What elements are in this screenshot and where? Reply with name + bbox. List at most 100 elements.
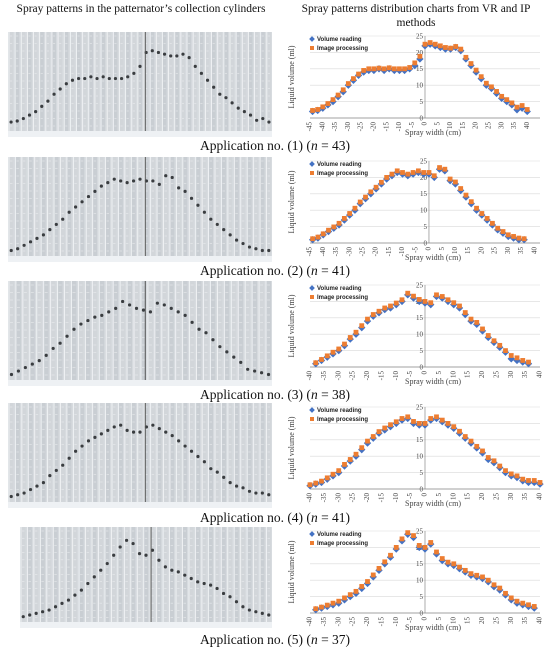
- image-processing-point: [319, 357, 324, 362]
- liquid-level-marker: [67, 210, 71, 214]
- y-tick-label: 10: [416, 453, 424, 461]
- x-tick-label: -25: [349, 371, 357, 381]
- image-processing-point: [462, 567, 468, 573]
- liquid-level-marker: [255, 118, 259, 122]
- liquid-level-marker: [222, 228, 226, 232]
- liquid-level-marker: [101, 75, 105, 79]
- liquid-level-marker: [204, 331, 208, 335]
- x-tick-label: 0: [425, 247, 433, 251]
- liquid-level-marker: [80, 444, 84, 448]
- image-processing-point: [384, 175, 390, 180]
- image-processing-point: [411, 419, 416, 424]
- liquid-level-marker: [127, 303, 132, 307]
- image-processing-point: [480, 574, 485, 580]
- x-tick-label: 25: [492, 493, 500, 501]
- image-processing-point: [336, 468, 342, 474]
- x-tick-label: 40: [536, 617, 544, 625]
- image-processing-point: [485, 333, 491, 338]
- cylinder-photo-drawing: [20, 527, 272, 628]
- liquid-level-marker: [236, 106, 240, 110]
- x-tick-label: 25: [491, 247, 499, 255]
- liquid-level-marker: [209, 467, 213, 471]
- y-tick-label: 0: [420, 363, 424, 371]
- x-tick-label: -30: [334, 493, 342, 503]
- x-tick-label: 0: [421, 617, 429, 621]
- liquid-level-marker: [234, 600, 239, 604]
- application-caption-2: Application no. (2) (n = 41): [0, 263, 550, 279]
- image-processing-point: [397, 66, 402, 72]
- liquid-level-marker: [169, 54, 173, 58]
- liquid-level-marker: [141, 308, 146, 312]
- image-processing-point: [342, 462, 347, 467]
- liquid-level-marker: [22, 491, 26, 495]
- image-processing-point: [489, 84, 494, 90]
- x-tick-label: 20: [478, 493, 486, 501]
- liquid-level-marker: [267, 120, 271, 124]
- image-processing-point: [509, 100, 515, 106]
- image-processing-point: [508, 471, 514, 477]
- y-tick-label: 5: [420, 469, 424, 477]
- x-tick-label: -10: [392, 617, 400, 627]
- charts-column-header: Spray patterns distribution charts from …: [301, 3, 531, 29]
- x-axis-label: Spray width (cm): [405, 128, 461, 137]
- liquid-level-marker: [253, 369, 257, 373]
- image-processing-point: [376, 565, 382, 571]
- image-processing-point: [497, 342, 503, 348]
- liquid-level-marker: [126, 75, 130, 79]
- liquid-level-marker: [52, 92, 56, 96]
- liquid-level-marker: [170, 175, 174, 180]
- y-tick-label: 0: [423, 239, 427, 247]
- image-processing-point: [412, 60, 418, 66]
- image-processing-point: [382, 305, 388, 311]
- x-tick-label: 35: [521, 493, 529, 501]
- image-processing-point: [453, 44, 459, 49]
- liquid-level-marker: [41, 233, 46, 237]
- caption-prefix: Application no. (2) (: [199, 263, 311, 278]
- liquid-level-marker: [70, 78, 75, 82]
- liquid-level-marker: [151, 179, 155, 183]
- liquid-level-marker: [266, 372, 271, 377]
- distribution-chart-svg: 0 5 10 15 20 25 -45 -40 -35 -30 -25 -20 -15 -10 -5 0 5 10…: [287, 157, 540, 262]
- image-processing-point: [474, 205, 479, 211]
- liquid-level-marker: [148, 310, 153, 314]
- image-processing-point: [524, 107, 530, 112]
- image-processing-point: [363, 194, 368, 200]
- x-tick-label: 40: [530, 247, 538, 255]
- image-processing-point: [442, 166, 448, 172]
- image-processing-point: [495, 225, 501, 231]
- legend-ip-label: Image processing: [317, 295, 368, 301]
- liquid-level-marker: [197, 327, 201, 331]
- distribution-chart-3: 0 5 10 15 20 25 -40 -35 -30 -25 -20 -15 -10 -5 0 5 10 15 2…: [284, 279, 546, 387]
- liquid-level-marker: [83, 76, 87, 81]
- image-processing-point: [448, 45, 453, 51]
- x-tick-label: -35: [320, 617, 328, 627]
- legend-vr-marker: [309, 36, 315, 42]
- image-processing-point: [345, 81, 351, 86]
- x-axis-label: Spray width (cm): [405, 377, 461, 386]
- image-processing-point: [353, 451, 359, 457]
- liquid-level-marker: [232, 355, 236, 359]
- y-tick-label: 25: [416, 281, 424, 289]
- y-tick-label: 10: [416, 331, 424, 339]
- image-processing-point: [422, 421, 428, 426]
- x-tick-label: 30: [497, 122, 505, 130]
- cylinder-photo-drawing: [8, 281, 272, 386]
- x-tick-label: -30: [344, 122, 352, 132]
- x-tick-label: -15: [377, 371, 385, 381]
- liquid-level-marker: [48, 474, 52, 478]
- caption-n-symbol: n: [310, 263, 318, 278]
- x-tick-label: 40: [536, 371, 544, 379]
- image-processing-point: [437, 43, 443, 49]
- image-processing-point: [391, 66, 397, 72]
- x-tick-label: 5: [438, 247, 446, 251]
- legend-ip-label: Image processing: [317, 541, 368, 547]
- y-tick-label: 15: [420, 190, 428, 198]
- image-processing-point: [480, 326, 485, 332]
- liquid-level-marker: [181, 52, 185, 56]
- legend-ip-marker: [310, 417, 314, 421]
- liquid-level-marker: [176, 310, 180, 314]
- legend-ip-marker: [310, 541, 314, 545]
- image-processing-point: [457, 428, 462, 434]
- image-processing-point: [336, 598, 342, 604]
- liquid-level-marker: [23, 365, 27, 370]
